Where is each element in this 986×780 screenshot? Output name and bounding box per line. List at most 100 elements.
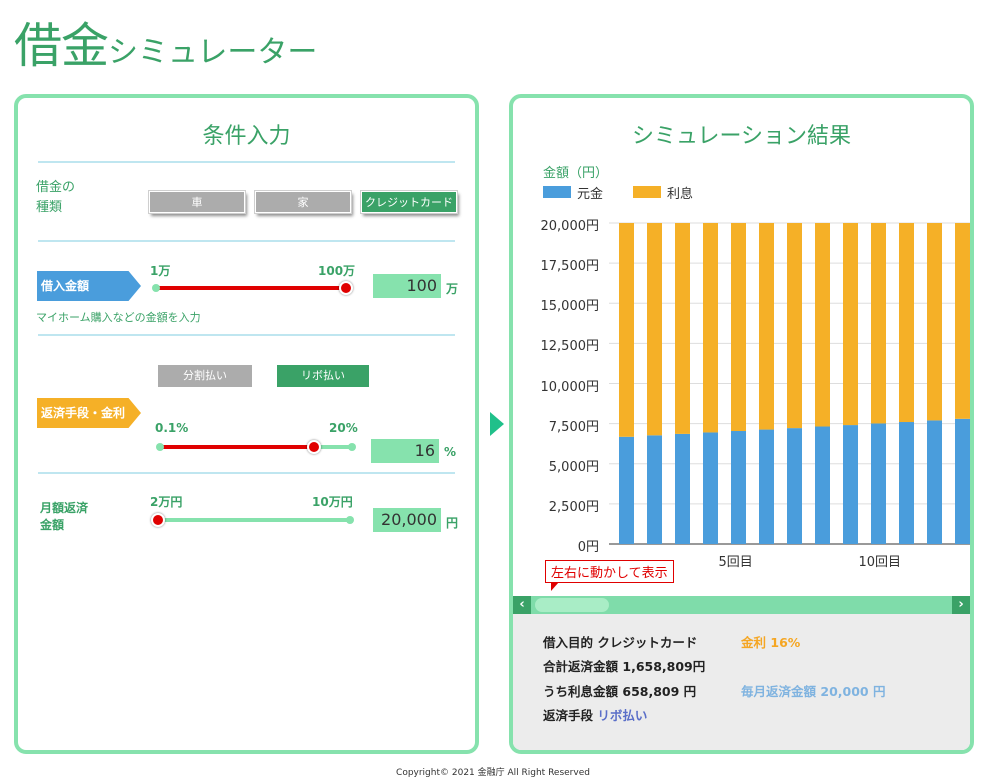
legend-swatch-interest xyxy=(633,186,661,198)
monthly-summary: 毎月返済金額 20,000 円 xyxy=(741,684,886,699)
monthly-slider-end xyxy=(346,516,354,524)
arrow-right-icon xyxy=(490,412,504,436)
amount-tag: 借入金額 xyxy=(37,271,141,301)
amount-slider[interactable] xyxy=(152,281,353,295)
scroll-hint-callout: 左右に動かして表示 xyxy=(545,560,674,591)
bar-interest[interactable] xyxy=(759,223,774,430)
bar-interest[interactable] xyxy=(815,223,830,427)
y-tick-label: 12,500円 xyxy=(540,339,600,355)
y-tick-label: 10,000円 xyxy=(540,379,600,395)
divider xyxy=(38,240,455,242)
amount-slider-start xyxy=(152,284,160,292)
loan-type-label: 借金の 種類 xyxy=(36,180,76,215)
result-panel-heading: シミュレーション結果 xyxy=(631,124,852,149)
bar-interest[interactable] xyxy=(731,223,746,432)
interest-summary: うち利息金額 658,809 円 xyxy=(543,684,697,699)
bar-interest[interactable] xyxy=(843,223,858,426)
rate-slider[interactable] xyxy=(156,440,356,454)
bar-principal[interactable] xyxy=(899,422,914,544)
y-tick-label: 5,000円 xyxy=(548,459,599,475)
monthly-slider[interactable] xyxy=(151,513,354,527)
bar-interest[interactable] xyxy=(619,223,634,437)
bar-principal[interactable] xyxy=(647,435,662,544)
loan-type-house-button[interactable]: 家 xyxy=(254,190,352,214)
monthly-unit: 円 xyxy=(446,516,459,530)
installment-button[interactable]: 分割払い xyxy=(158,365,252,387)
legend-label-interest: 利息 xyxy=(667,187,694,202)
revolving-button[interactable]: リボ払い xyxy=(277,365,369,387)
title-main: 借金 xyxy=(14,18,109,74)
amount-slider-handle[interactable] xyxy=(339,281,353,295)
divider xyxy=(38,334,455,336)
repayment-tag: 返済手段・金利 xyxy=(37,398,141,428)
result-panel: シミュレーション結果 金額（円） 元金 利息 0円 2,500円 5,000円 7,5… xyxy=(509,94,974,754)
bar-interest[interactable] xyxy=(955,223,970,419)
scrollbar-thumb[interactable] xyxy=(535,598,609,612)
rate-min-label: 0.1% xyxy=(155,421,189,435)
legend-swatch-principal xyxy=(543,186,571,198)
rate-slider-end xyxy=(348,443,356,451)
rate-max-label: 20% xyxy=(329,421,358,435)
result-summary: 借入目的 クレジットカード 金利 16% 合計返済金額 1,658,809円 う… xyxy=(513,614,970,750)
rate-value-field[interactable]: 16 xyxy=(371,439,439,463)
bar-principal[interactable] xyxy=(955,418,970,544)
chart-scrollbar[interactable]: ‹ › xyxy=(513,596,970,614)
scroll-left-icon[interactable]: ‹ xyxy=(513,596,531,614)
monthly-slider-handle[interactable] xyxy=(151,513,165,527)
rate-slider-fill xyxy=(160,445,314,449)
input-panel-heading: 条件入力 xyxy=(202,124,291,149)
y-tick-label: 15,000円 xyxy=(540,299,600,315)
amount-slider-fill xyxy=(156,286,346,290)
legend-label-principal: 元金 xyxy=(577,187,604,202)
amount-note: マイホーム購入などの金額を入力 xyxy=(36,311,201,324)
purpose-summary: 借入目的 クレジットカード xyxy=(543,635,698,650)
y-tick-label: 0円 xyxy=(577,540,599,555)
y-tick-label: 20,000円 xyxy=(540,219,600,234)
x-tick-label: 10回目 xyxy=(858,555,902,570)
bar-principal[interactable] xyxy=(731,431,746,544)
rate-summary: 金利 16% xyxy=(741,635,801,650)
bar-principal[interactable] xyxy=(843,425,858,544)
bar-principal[interactable] xyxy=(619,436,634,544)
bar-principal[interactable] xyxy=(787,428,802,544)
bar-interest[interactable] xyxy=(787,223,802,429)
loan-type-car-button[interactable]: 車 xyxy=(148,190,246,214)
scroll-right-icon[interactable]: › xyxy=(952,596,970,614)
y-tick-label: 17,500円 xyxy=(540,259,600,275)
monthly-value-field[interactable]: 20,000 xyxy=(373,508,441,532)
divider xyxy=(38,472,455,474)
bar-interest[interactable] xyxy=(899,223,914,423)
divider xyxy=(38,161,455,163)
rate-slider-handle[interactable] xyxy=(306,440,321,454)
amount-min-label: 1万 xyxy=(150,264,171,278)
monthly-min-label: 2万円 xyxy=(150,495,183,509)
chart-y-axis-title: 金額（円） xyxy=(543,166,609,181)
stacked-bar-chart[interactable] xyxy=(513,98,974,568)
x-tick-label: 5回目 xyxy=(718,555,753,570)
rate-unit: % xyxy=(444,445,457,459)
bar-principal[interactable] xyxy=(927,420,942,544)
bar-interest[interactable] xyxy=(871,223,886,424)
monthly-label: 月額返済 金額 xyxy=(40,501,89,532)
y-tick-label: 7,500円 xyxy=(548,419,599,435)
y-tick-label: 2,500円 xyxy=(548,499,599,515)
bar-interest[interactable] xyxy=(675,223,690,434)
bar-principal[interactable] xyxy=(675,433,690,544)
bar-principal[interactable] xyxy=(871,423,886,544)
copyright: Copyright© 2021 金融庁 All Right Reserved xyxy=(396,768,590,778)
bar-interest[interactable] xyxy=(703,223,718,433)
app-title: 借金シミュレーター xyxy=(14,6,317,76)
amount-unit: 万 xyxy=(446,282,459,296)
monthly-max-label: 10万円 xyxy=(312,495,353,509)
method-summary: 返済手段 リボ払い xyxy=(543,708,648,723)
input-panel: 条件入力 借金の 種類 車 家 クレジットカード 借入金額 1万 100万 10… xyxy=(14,94,479,754)
bar-principal[interactable] xyxy=(815,426,830,544)
bar-principal[interactable] xyxy=(759,429,774,544)
bar-interest[interactable] xyxy=(927,223,942,421)
loan-type-credit-card-button[interactable]: クレジットカード xyxy=(360,190,458,214)
bar-principal[interactable] xyxy=(703,432,718,544)
amount-value-field[interactable]: 100 xyxy=(373,274,441,298)
bar-interest[interactable] xyxy=(647,223,662,436)
rate-slider-start xyxy=(156,443,164,451)
amount-max-label: 100万 xyxy=(318,264,356,278)
